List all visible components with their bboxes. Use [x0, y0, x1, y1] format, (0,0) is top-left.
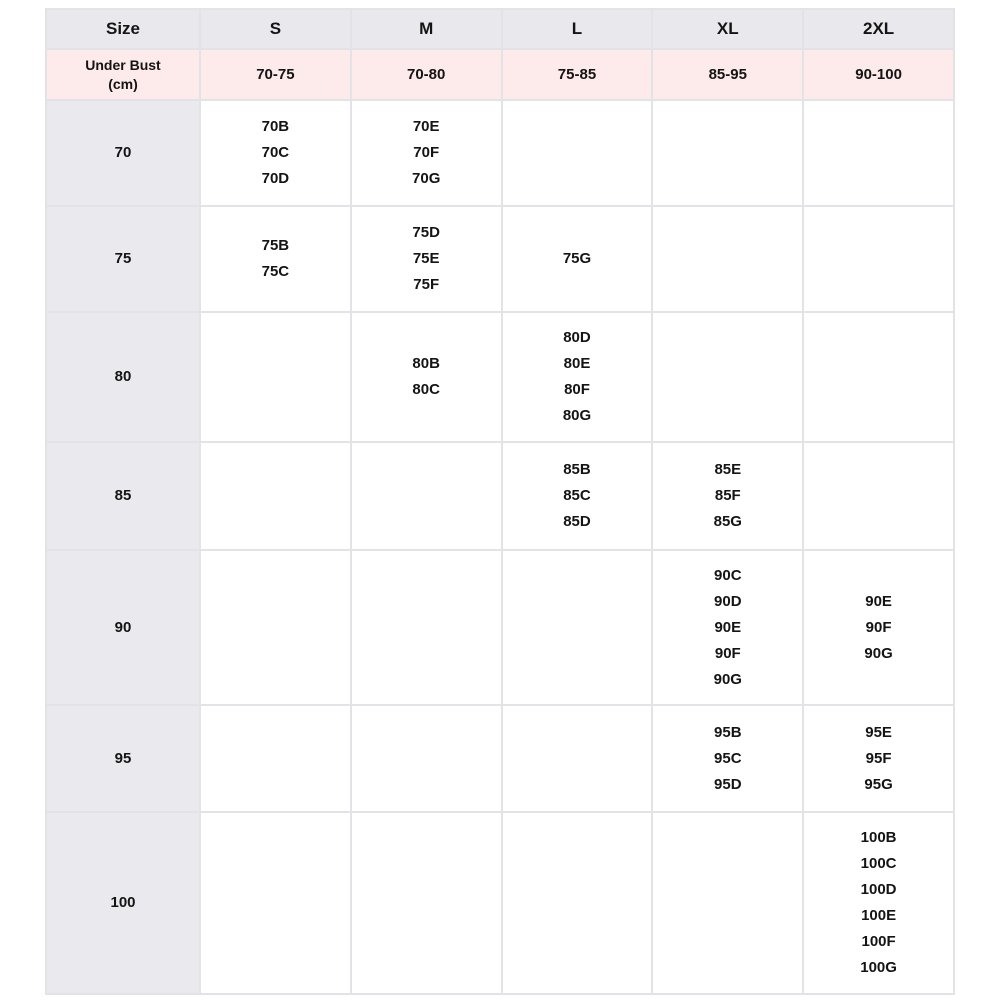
cell-100-m: [349, 811, 503, 995]
cell-90-xl: 90C 90D 90E 90F 90G: [651, 549, 805, 706]
cell-95-2xl: 95E 95F 95G: [802, 704, 955, 813]
table-row: 100 100B 100C 100D 100E 100F 100G: [45, 811, 955, 995]
cell-95-s: [199, 704, 352, 813]
cell-95-xl: 95B 95C 95D: [651, 704, 805, 813]
column-header-size: Size: [45, 8, 201, 50]
under-bust-range-m: 70-80: [349, 48, 503, 101]
cell-80-m: 80B 80C: [349, 311, 503, 443]
column-header-2xl: 2XL: [802, 8, 955, 50]
cell-95-l: [500, 704, 654, 813]
cell-100-2xl: 100B 100C 100D 100E 100F 100G: [802, 811, 955, 995]
row-header-95: 95: [45, 704, 201, 813]
cell-75-2xl: [802, 205, 955, 313]
cell-80-2xl: [802, 311, 955, 443]
cell-75-l: 75G: [500, 205, 654, 313]
table-row: 70 70B 70C 70D 70E 70F 70G: [45, 99, 955, 207]
cell-70-l: [500, 99, 654, 207]
row-header-80: 80: [45, 311, 201, 443]
under-bust-range-xl: 85-95: [651, 48, 805, 101]
row-header-70: 70: [45, 99, 201, 207]
cell-70-xl: [651, 99, 805, 207]
under-bust-range-l: 75-85: [500, 48, 654, 101]
cell-85-xl: 85E 85F 85G: [651, 441, 805, 551]
row-header-75: 75: [45, 205, 201, 313]
cell-100-s: [199, 811, 352, 995]
table-header-row: Size S M L XL 2XL: [45, 8, 955, 50]
under-bust-label: Under Bust (cm): [45, 48, 201, 101]
cell-95-m: [349, 704, 503, 813]
cell-85-2xl: [802, 441, 955, 551]
size-chart-table: Size S M L XL 2XL Under Bust (cm) 70-75 …: [45, 8, 955, 995]
table-row: 95 95B 95C 95D 95E 95F 95G: [45, 704, 955, 813]
cell-85-m: [349, 441, 503, 551]
table-row: 80 80B 80C 80D 80E 80F 80G: [45, 311, 955, 443]
row-header-90: 90: [45, 549, 201, 706]
under-bust-range-2xl: 90-100: [802, 48, 955, 101]
cell-80-xl: [651, 311, 805, 443]
cell-75-s: 75B 75C: [199, 205, 352, 313]
cell-90-l: [500, 549, 654, 706]
cell-90-s: [199, 549, 352, 706]
column-header-m: M: [349, 8, 503, 50]
column-header-s: S: [199, 8, 352, 50]
cell-80-l: 80D 80E 80F 80G: [500, 311, 654, 443]
cell-70-2xl: [802, 99, 955, 207]
cell-70-m: 70E 70F 70G: [349, 99, 503, 207]
row-header-100: 100: [45, 811, 201, 995]
cell-75-m: 75D 75E 75F: [349, 205, 503, 313]
cell-70-s: 70B 70C 70D: [199, 99, 352, 207]
under-bust-row: Under Bust (cm) 70-75 70-80 75-85 85-95 …: [45, 48, 955, 101]
cell-100-l: [500, 811, 654, 995]
cell-85-l: 85B 85C 85D: [500, 441, 654, 551]
cell-100-xl: [651, 811, 805, 995]
cell-85-s: [199, 441, 352, 551]
under-bust-range-s: 70-75: [199, 48, 352, 101]
column-header-l: L: [500, 8, 654, 50]
cell-80-s: [199, 311, 352, 443]
table-row: 75 75B 75C 75D 75E 75F 75G: [45, 205, 955, 313]
table-row: 90 90C 90D 90E 90F 90G 90E 90F 90G: [45, 549, 955, 706]
cell-75-xl: [651, 205, 805, 313]
column-header-xl: XL: [651, 8, 805, 50]
cell-90-2xl: 90E 90F 90G: [802, 549, 955, 706]
row-header-85: 85: [45, 441, 201, 551]
cell-90-m: [349, 549, 503, 706]
table-row: 85 85B 85C 85D 85E 85F 85G: [45, 441, 955, 551]
